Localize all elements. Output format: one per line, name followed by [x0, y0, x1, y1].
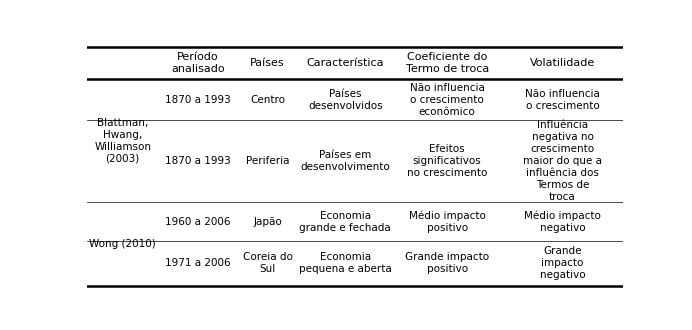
Text: Grande impacto
positivo: Grande impacto positivo: [405, 252, 489, 274]
Text: Influência
negativa no
crescimento
maior do que a
influência dos
Termos de
troca: Influência negativa no crescimento maior…: [523, 120, 602, 202]
Text: Economia
pequena e aberta: Economia pequena e aberta: [299, 252, 392, 274]
Text: Países em
desenvolvimento: Países em desenvolvimento: [300, 150, 390, 172]
Text: Não influencia
o crescimento
econômico: Não influencia o crescimento econômico: [410, 83, 484, 117]
Text: Médio impacto
positivo: Médio impacto positivo: [409, 210, 486, 233]
Text: Médio impacto
negativo: Médio impacto negativo: [524, 210, 601, 233]
Text: Característica: Característica: [307, 58, 384, 68]
Text: Economia
grande e fechada: Economia grande e fechada: [300, 211, 391, 233]
Text: 1971 a 2006: 1971 a 2006: [165, 258, 230, 268]
Text: Coeficiente do
Termo de troca: Coeficiente do Termo de troca: [406, 52, 489, 74]
Text: 1870 a 1993: 1870 a 1993: [165, 95, 230, 105]
Text: Wong (2010): Wong (2010): [89, 239, 156, 249]
Text: Período
analisado: Período analisado: [171, 52, 225, 74]
Text: Países
desenvolvidos: Países desenvolvidos: [308, 89, 383, 111]
Text: Periferia: Periferia: [246, 156, 289, 166]
Text: Blattman,
Hwang,
Williamson
(2003): Blattman, Hwang, Williamson (2003): [94, 118, 151, 164]
Text: Não influencia
o crescimento: Não influencia o crescimento: [525, 89, 600, 111]
Text: Países: Países: [251, 58, 285, 68]
Text: Efeitos
significativos
no crescimento: Efeitos significativos no crescimento: [407, 144, 487, 178]
Text: Japão: Japão: [253, 216, 282, 227]
Text: Grande
impacto
negativo: Grande impacto negativo: [540, 247, 585, 280]
Text: 1960 a 2006: 1960 a 2006: [165, 216, 230, 227]
Text: Volatilidade: Volatilidade: [530, 58, 595, 68]
Text: Coreia do
Sul: Coreia do Sul: [243, 252, 293, 274]
Text: Centro: Centro: [250, 95, 285, 105]
Text: 1870 a 1993: 1870 a 1993: [165, 156, 230, 166]
